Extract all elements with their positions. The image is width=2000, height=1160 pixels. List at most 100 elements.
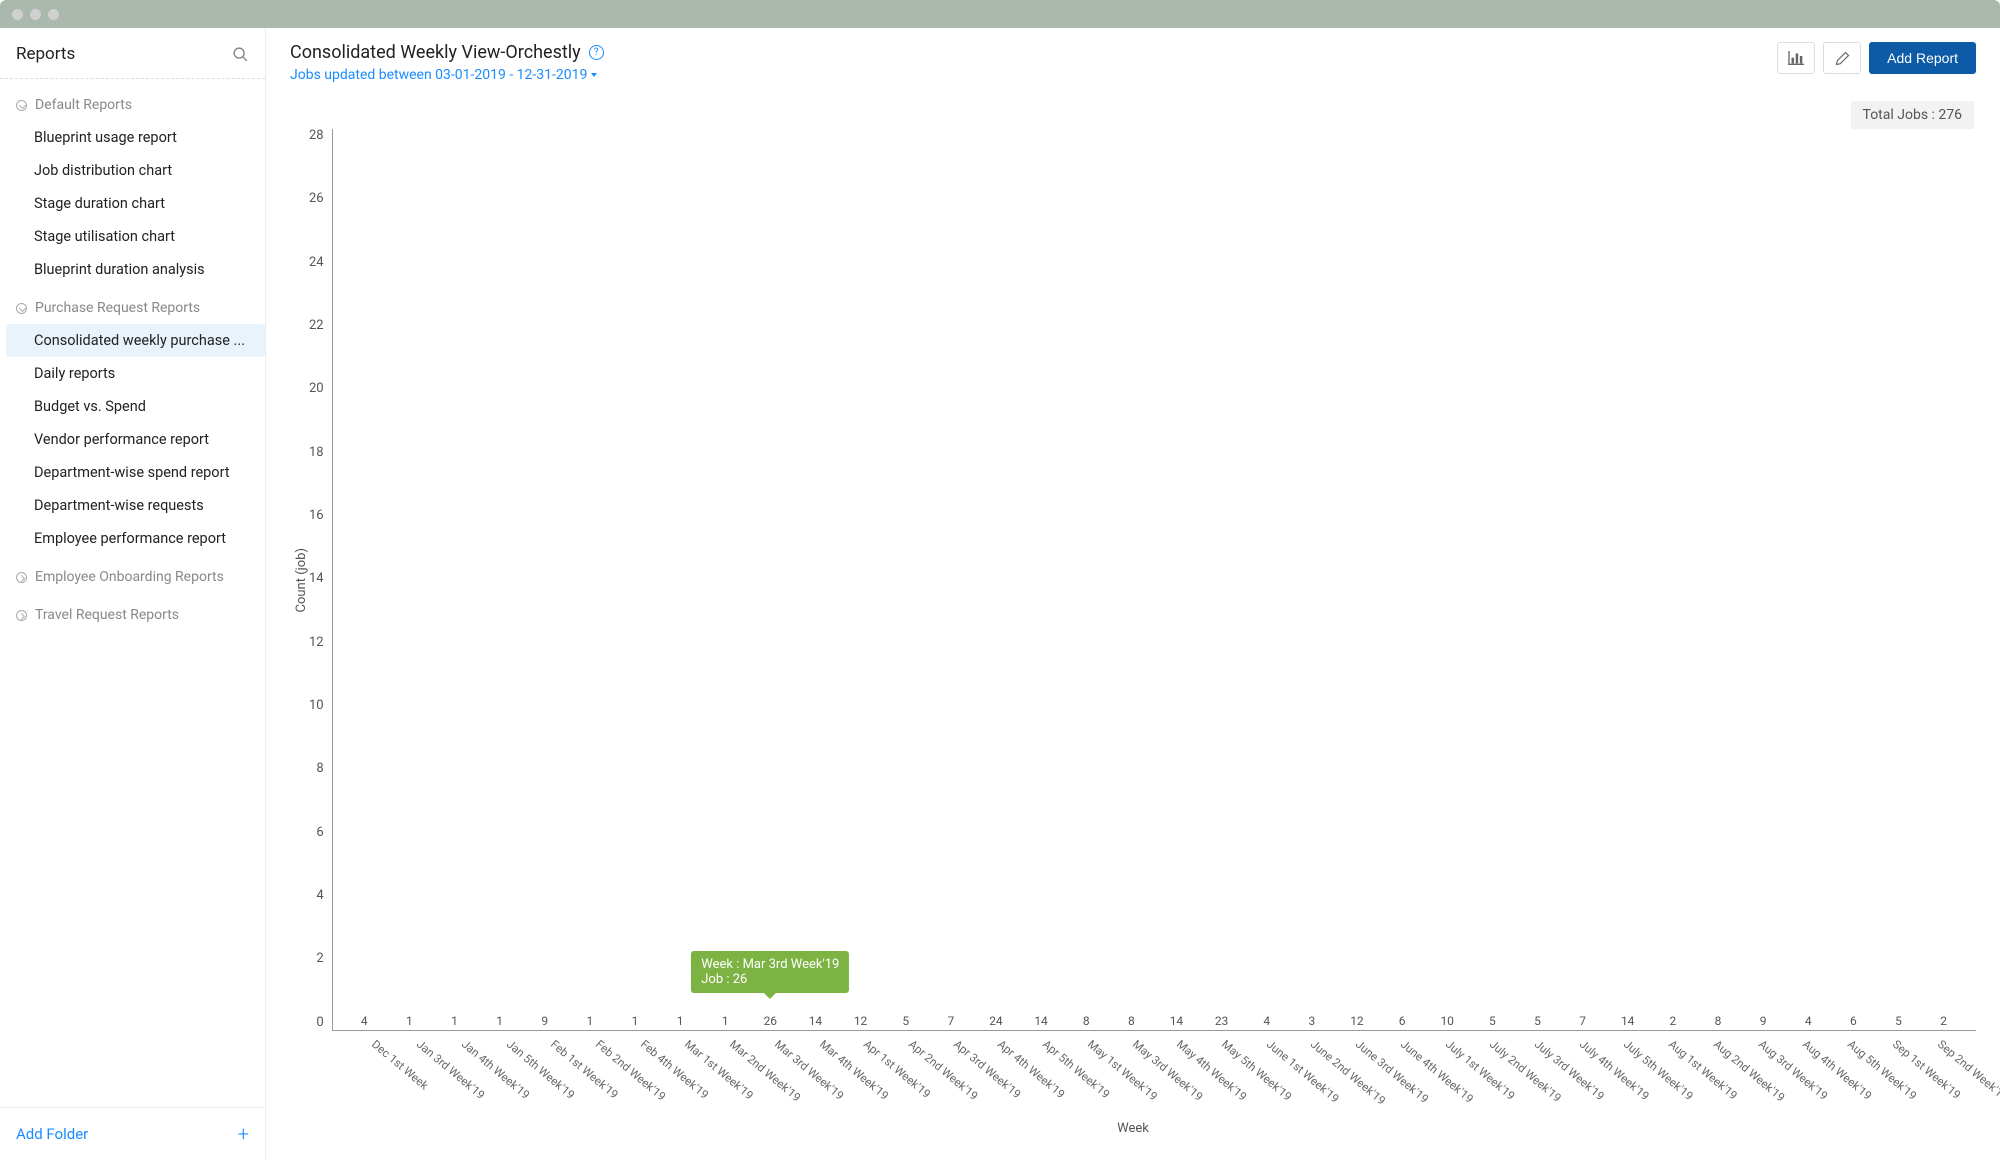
sidebar-section-header[interactable]: Purchase Request Reports <box>0 292 265 324</box>
sidebar-section-items: Consolidated weekly purchase ...Daily re… <box>0 324 265 555</box>
y-axis-ticks: 2826242220181614121086420 <box>309 129 332 1031</box>
bar-slot: 12 <box>838 1014 883 1031</box>
y-tick: 26 <box>309 192 324 205</box>
bar-slot: 5 <box>1515 1014 1560 1031</box>
bar-slot: 8 <box>1064 1014 1109 1031</box>
bar-slot: 24 <box>973 1014 1018 1031</box>
x-label-slot: Mar 4th Week'19 <box>803 1031 848 1111</box>
sidebar-item[interactable]: Employee performance report <box>6 522 265 555</box>
title-row: Consolidated Weekly View-Orchestly ? <box>290 42 604 63</box>
bar-slot: 6 <box>1380 1014 1425 1031</box>
bar-value-label: 2 <box>1940 1014 1947 1028</box>
bar-slot: 4 <box>1244 1014 1289 1031</box>
y-tick: 0 <box>316 1016 323 1029</box>
bar-slot: 1 <box>387 1014 432 1031</box>
bar-value-label: 24 <box>989 1014 1003 1028</box>
x-label-slot: Aug 5th Week'19 <box>1832 1031 1877 1111</box>
y-tick: 10 <box>309 699 324 712</box>
sidebar-section-header[interactable]: Default Reports <box>0 89 265 121</box>
bar-slot: 14 <box>793 1014 838 1031</box>
y-tick: 6 <box>316 826 323 839</box>
x-label-slot: Aug 2nd Week'19 <box>1698 1031 1743 1111</box>
sidebar-footer: Add Folder + <box>0 1107 265 1160</box>
sidebar-item[interactable]: Daily reports <box>6 357 265 390</box>
y-tick: 4 <box>316 889 323 902</box>
sidebar-section: Purchase Request ReportsConsolidated wee… <box>0 292 265 555</box>
bar-value-label: 1 <box>677 1014 684 1028</box>
bar-value-label: 7 <box>947 1014 954 1028</box>
bar-value-label: 4 <box>1263 1014 1270 1028</box>
sidebar-item[interactable]: Budget vs. Spend <box>6 390 265 423</box>
chart-view-button[interactable] <box>1777 42 1815 74</box>
sidebar-section-label: Default Reports <box>35 97 132 113</box>
chart-container: Count (job) 2826242220181614121086420 41… <box>290 129 1976 1136</box>
y-tick: 20 <box>309 382 324 395</box>
bar-slot: 1 <box>432 1014 477 1031</box>
bar-slot: 23 <box>1199 1014 1244 1031</box>
y-tick: 12 <box>309 636 324 649</box>
bar-slot: 7 <box>1560 1014 1605 1031</box>
x-label-slot: May 1st Week'19 <box>1072 1031 1117 1111</box>
bar-value-label: 5 <box>1489 1014 1496 1028</box>
x-label-slot: Apr 2nd Week'19 <box>893 1031 938 1111</box>
bar-slot: 3 <box>1289 1014 1334 1031</box>
bar-slot: 2 <box>1650 1014 1695 1031</box>
sidebar-item[interactable]: Consolidated weekly purchase ... <box>6 324 265 357</box>
chart-bars: 411191111Week : Mar 3rd Week'19Job : 262… <box>332 129 1976 1031</box>
help-icon[interactable]: ? <box>589 45 604 60</box>
y-tick: 14 <box>309 572 324 585</box>
search-icon[interactable] <box>232 46 249 63</box>
x-label-slot: June 2nd Week'19 <box>1295 1031 1340 1111</box>
sidebar-item[interactable]: Department-wise requests <box>6 489 265 522</box>
add-report-button[interactable]: Add Report <box>1869 42 1976 74</box>
bar-value-label: 1 <box>451 1014 458 1028</box>
bar-slot: 4 <box>1786 1014 1831 1031</box>
date-filter[interactable]: Jobs updated between 03-01-2019 - 12-31-… <box>290 67 604 83</box>
x-tick-label: Sep 2nd Week'19 <box>1935 1037 2000 1104</box>
x-axis-labels: Dec 1st WeekJan 3rd Week'19Jan 4th Week'… <box>346 1031 1976 1111</box>
x-axis-label: Week <box>290 1121 1976 1136</box>
sidebar-item[interactable]: Vendor performance report <box>6 423 265 456</box>
bar-slot: 6 <box>1831 1014 1876 1031</box>
sidebar-item[interactable]: Job distribution chart <box>6 154 265 187</box>
x-label-slot: July 4th Week'19 <box>1563 1031 1608 1111</box>
bar-value-label: 1 <box>632 1014 639 1028</box>
chevron-right-icon <box>16 610 27 621</box>
bar-value-label: 4 <box>1805 1014 1812 1028</box>
window-dot <box>30 9 41 20</box>
sidebar-item[interactable]: Stage duration chart <box>6 187 265 220</box>
sidebar-item[interactable]: Stage utilisation chart <box>6 220 265 253</box>
x-label-slot: July 5th Week'19 <box>1608 1031 1653 1111</box>
bar-slot: Week : Mar 3rd Week'19Job : 2626 <box>748 1014 793 1031</box>
x-label-slot: Dec 1st Week <box>356 1031 401 1111</box>
bar-value-label: 14 <box>809 1014 823 1028</box>
sidebar-body: Default Reports Blueprint usage reportJob… <box>0 79 265 1107</box>
bar-slot: 5 <box>1470 1014 1515 1031</box>
bar-value-label: 12 <box>854 1014 868 1028</box>
sidebar-section-header[interactable]: Travel Request Reports <box>0 599 265 631</box>
sidebar-section-header[interactable]: Employee Onboarding Reports <box>0 561 265 593</box>
sidebar-item[interactable]: Blueprint duration analysis <box>6 253 265 286</box>
bar-value-label: 4 <box>361 1014 368 1028</box>
x-label-slot: Mar 2nd Week'19 <box>714 1031 759 1111</box>
sidebar: Reports Default ReportsBlueprint usage r… <box>0 28 266 1160</box>
x-label-slot: June 1st Week'19 <box>1250 1031 1295 1111</box>
bar-value-label: 8 <box>1128 1014 1135 1028</box>
bar-slot: 1 <box>567 1014 612 1031</box>
sidebar-section-items: Blueprint usage reportJob distribution c… <box>0 121 265 286</box>
page-title: Consolidated Weekly View-Orchestly <box>290 42 581 63</box>
plus-icon[interactable]: + <box>238 1122 249 1146</box>
x-label-slot: Apr 1st Week'19 <box>848 1031 893 1111</box>
chevron-down-icon <box>16 100 27 111</box>
edit-button[interactable] <box>1823 42 1861 74</box>
main-content: Consolidated Weekly View-Orchestly ? Job… <box>266 28 2000 1160</box>
bar-value-label: 12 <box>1350 1014 1364 1028</box>
sidebar-item[interactable]: Department-wise spend report <box>6 456 265 489</box>
x-label-slot: Jan 4th Week'19 <box>445 1031 490 1111</box>
y-tick: 16 <box>309 509 324 522</box>
add-folder-button[interactable]: Add Folder <box>16 1125 88 1143</box>
x-label-slot: Jan 3rd Week'19 <box>401 1031 446 1111</box>
x-label-slot: Sep 2nd Week'19 <box>1921 1031 1966 1111</box>
sidebar-item[interactable]: Blueprint usage report <box>6 121 265 154</box>
sidebar-section-label: Employee Onboarding Reports <box>35 569 224 585</box>
